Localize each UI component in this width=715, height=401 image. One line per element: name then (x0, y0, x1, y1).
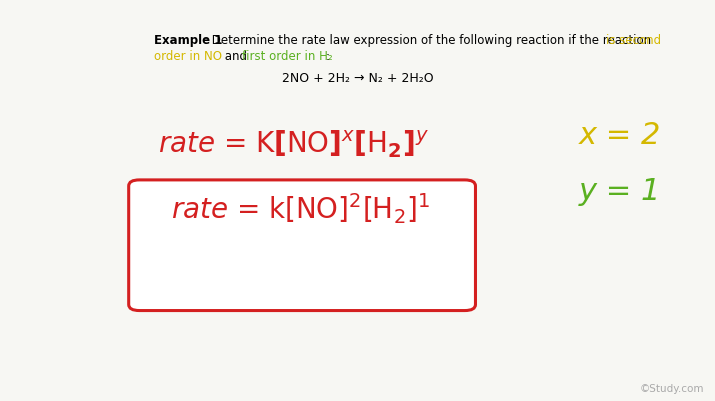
Text: x = 2: x = 2 (579, 120, 661, 149)
Text: first order in H₂: first order in H₂ (242, 50, 332, 63)
Text: : Determine the rate law expression of the following reaction if the reaction: : Determine the rate law expression of t… (204, 34, 655, 47)
Text: ©Study.com: ©Study.com (640, 383, 704, 393)
Text: y = 1: y = 1 (579, 176, 661, 205)
Text: order in NO: order in NO (154, 50, 222, 63)
Text: Example 1: Example 1 (154, 34, 222, 47)
Text: $\mathit{rate}$ = K$\mathbf{[}$NO$\mathbf{]}^x\mathbf{[}$H$_\mathbf{2}\mathbf{]}: $\mathit{rate}$ = K$\mathbf{[}$NO$\mathb… (158, 128, 428, 160)
Text: 2NO + 2H₂ → N₂ + 2H₂O: 2NO + 2H₂ → N₂ + 2H₂O (282, 72, 433, 85)
Text: and: and (221, 50, 251, 63)
Text: is second: is second (606, 34, 661, 47)
Text: $\mathit{rate}$ = k[NO]$^2$[H$_2$]$^1$: $\mathit{rate}$ = k[NO]$^2$[H$_2$]$^1$ (171, 190, 430, 225)
FancyBboxPatch shape (129, 180, 475, 311)
Text: :: : (326, 50, 330, 63)
